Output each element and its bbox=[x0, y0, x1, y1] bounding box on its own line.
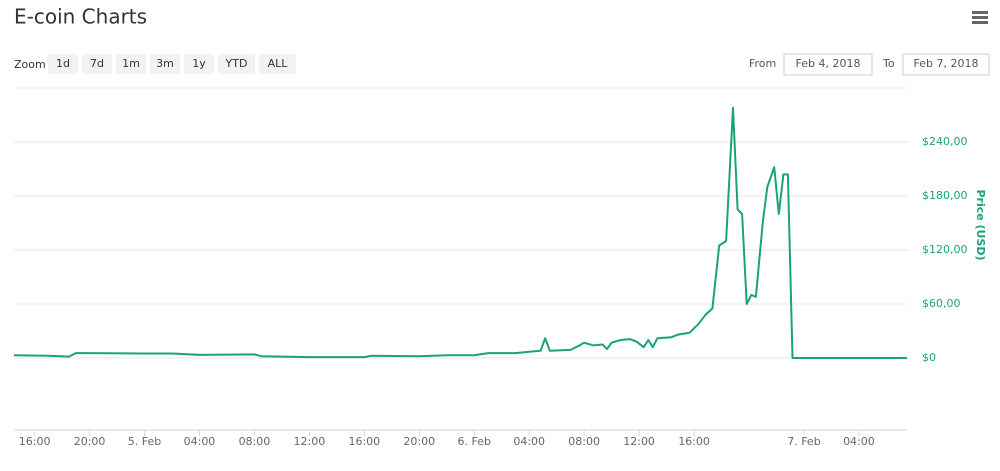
range-button-label: ALL bbox=[268, 57, 289, 70]
x-tick-label: 12:00 bbox=[623, 435, 655, 448]
y-tick-label: $180,00 bbox=[922, 189, 968, 202]
x-tick-label: 20:00 bbox=[403, 435, 435, 448]
x-tick-label: 7. Feb bbox=[787, 435, 820, 448]
range-button[interactable] bbox=[259, 54, 296, 74]
range-button[interactable] bbox=[116, 54, 146, 74]
range-button[interactable] bbox=[218, 54, 255, 74]
to-value: Feb 7, 2018 bbox=[914, 57, 979, 70]
x-tick-label: 20:00 bbox=[74, 435, 106, 448]
x-tick-label: 04:00 bbox=[184, 435, 216, 448]
range-button-label: 1m bbox=[122, 57, 140, 70]
range-button-label: 1d bbox=[56, 57, 70, 70]
range-button-label: 3m bbox=[156, 57, 174, 70]
range-button-label: YTD bbox=[225, 57, 248, 70]
x-tick-label: 16:00 bbox=[19, 435, 51, 448]
from-label: From bbox=[749, 57, 776, 70]
y-tick-label: $60,00 bbox=[922, 297, 961, 310]
range-button[interactable] bbox=[82, 54, 112, 74]
range-button-label: 7d bbox=[90, 57, 104, 70]
range-button-label: 1y bbox=[192, 57, 206, 70]
x-tick-label: 16:00 bbox=[678, 435, 710, 448]
x-tick-label: 12:00 bbox=[294, 435, 326, 448]
range-button[interactable] bbox=[184, 54, 214, 74]
from-value: Feb 4, 2018 bbox=[796, 57, 861, 70]
y-tick-label: $0 bbox=[922, 351, 936, 364]
x-tick-label: 04:00 bbox=[843, 435, 875, 448]
x-tick-label: 08:00 bbox=[568, 435, 600, 448]
x-tick-label: 08:00 bbox=[239, 435, 271, 448]
y-tick-label: $240,00 bbox=[922, 135, 968, 148]
x-tick-label: 16:00 bbox=[348, 435, 380, 448]
to-input[interactable] bbox=[902, 53, 990, 76]
x-tick-label: 6. Feb bbox=[458, 435, 491, 448]
to-label: To bbox=[882, 57, 895, 70]
zoom-label: Zoom bbox=[14, 58, 46, 71]
menu-icon[interactable] bbox=[972, 11, 988, 24]
from-input[interactable] bbox=[783, 53, 873, 76]
x-tick-label: 5. Feb bbox=[128, 435, 161, 448]
chart-title: E-coin Charts bbox=[14, 5, 147, 29]
y-axis-title: Price (USD) bbox=[974, 189, 987, 260]
x-tick-label: 04:00 bbox=[513, 435, 545, 448]
range-button[interactable] bbox=[48, 54, 78, 74]
price-line bbox=[13, 106, 907, 359]
range-button[interactable] bbox=[150, 54, 180, 74]
y-tick-label: $120,00 bbox=[922, 243, 968, 256]
